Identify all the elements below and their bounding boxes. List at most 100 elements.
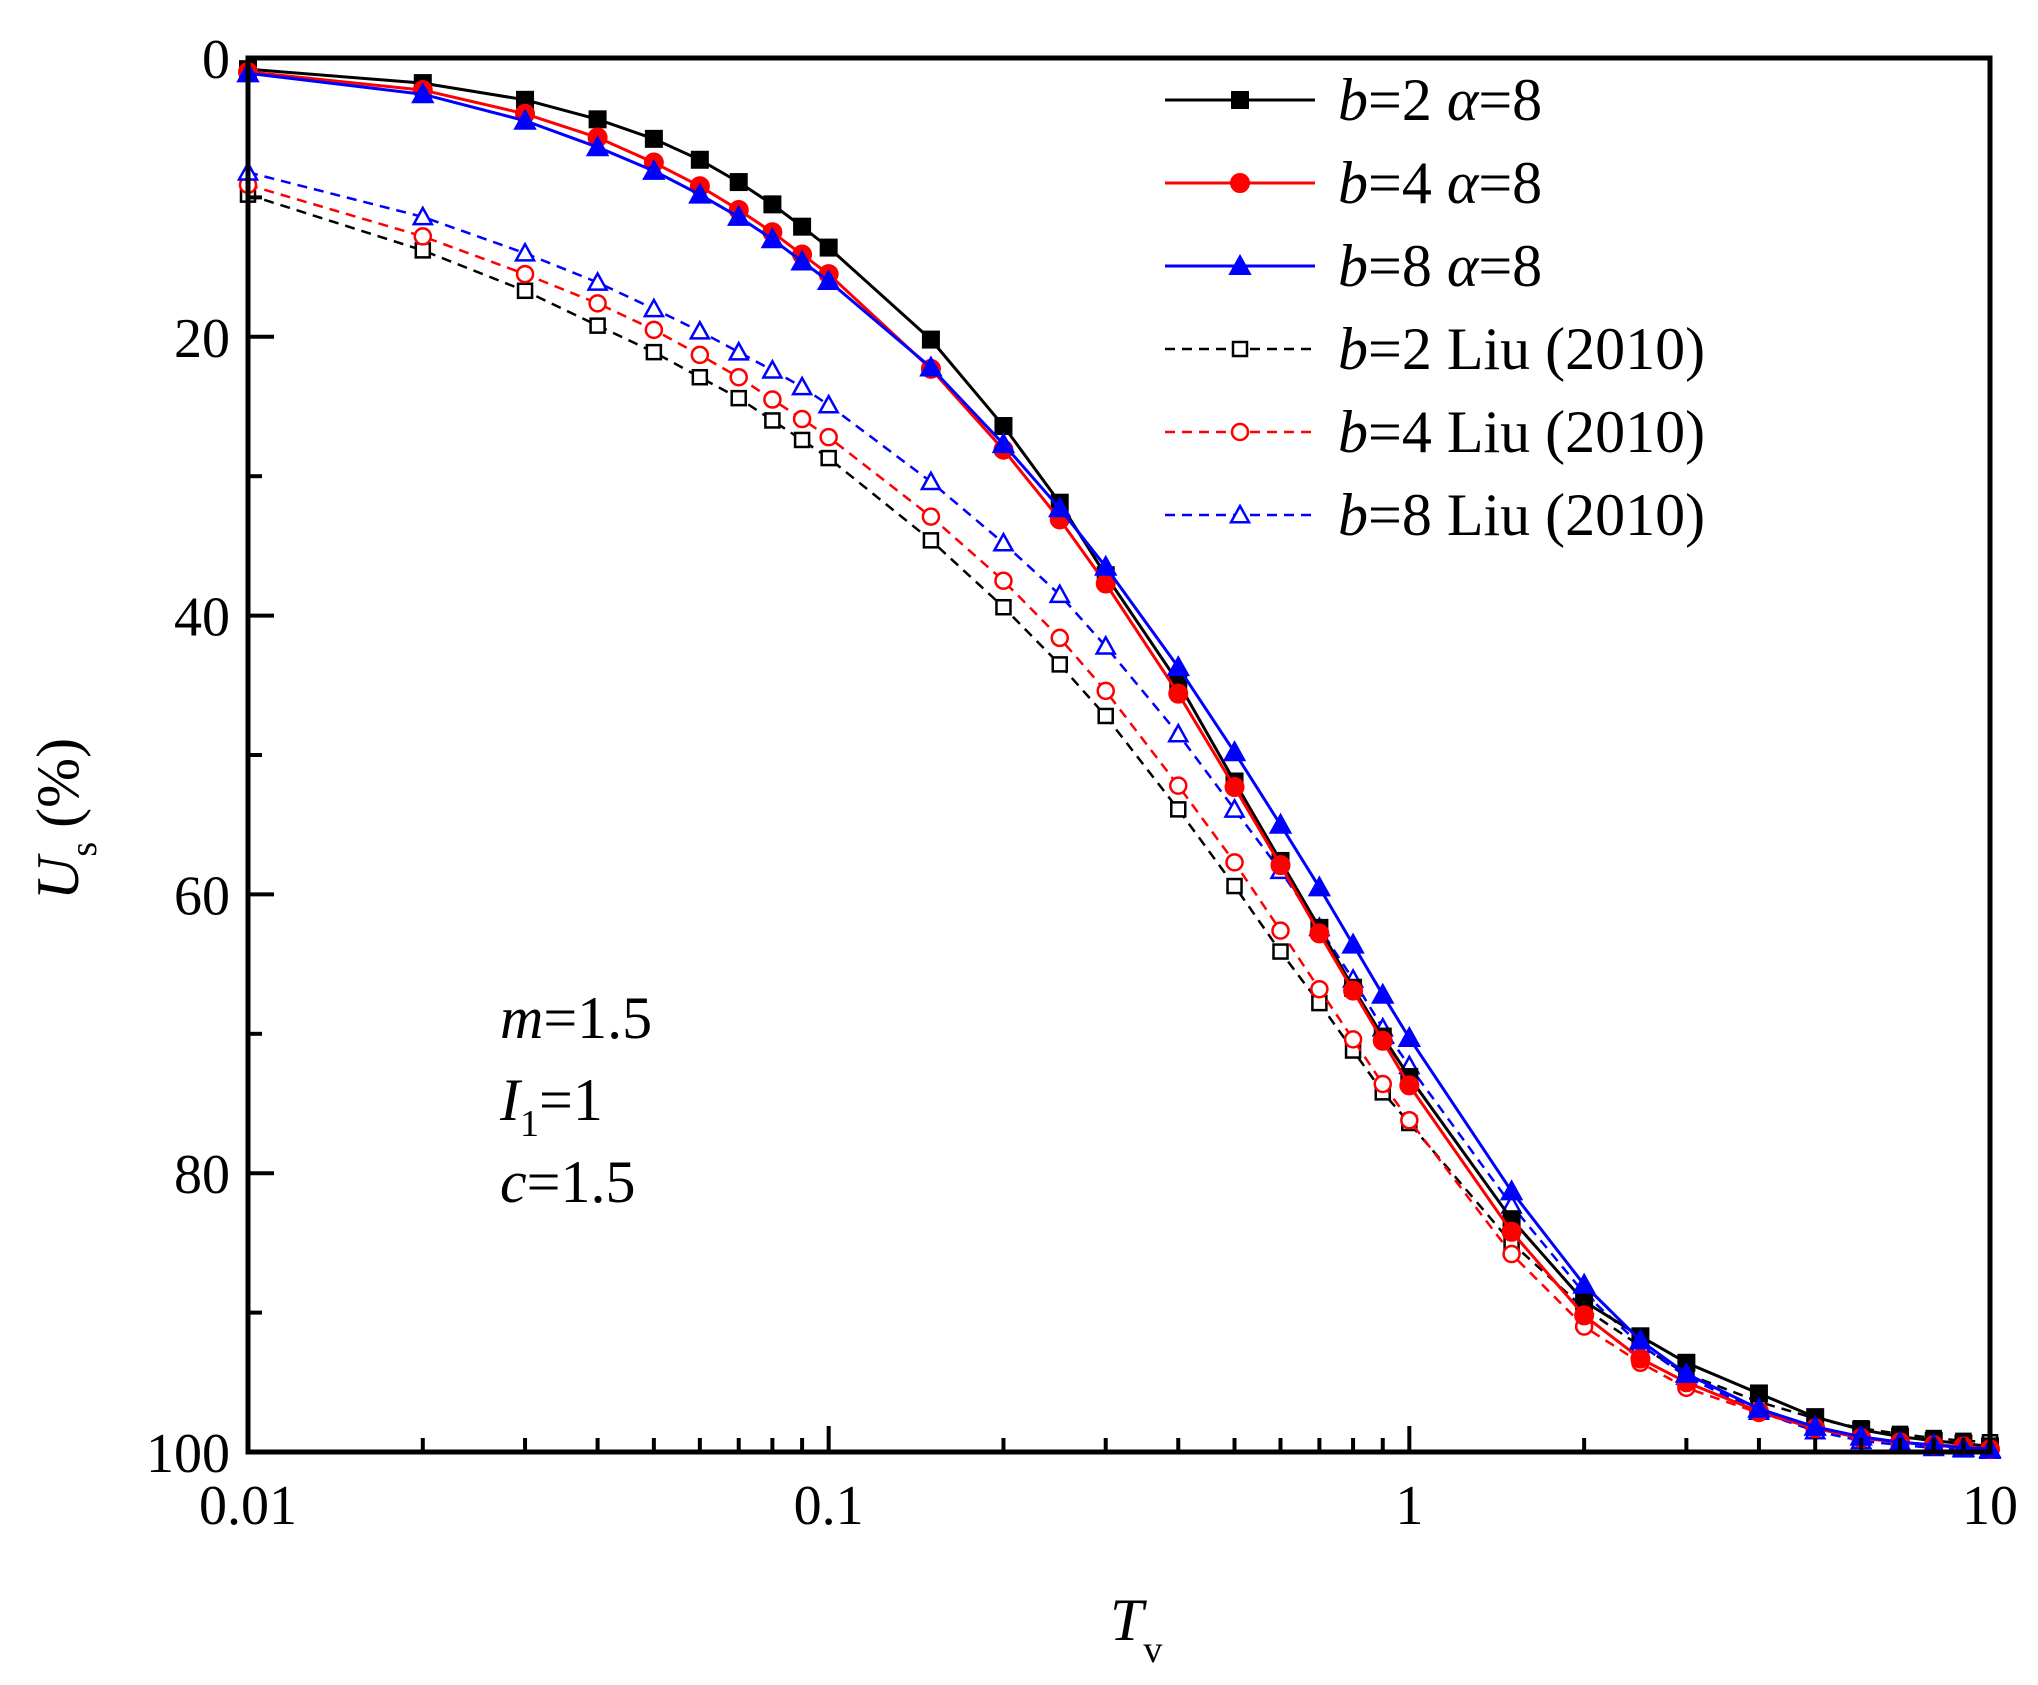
legend-label: b=4 α=8 — [1338, 150, 1542, 216]
data-point — [1400, 1110, 1419, 1130]
data-point — [413, 227, 433, 246]
data-point — [516, 282, 534, 300]
legend-item: b=4 Liu (2010) — [1165, 399, 1705, 465]
series-0 — [239, 60, 1999, 1456]
data-point — [1502, 1244, 1521, 1264]
data-point — [588, 110, 607, 129]
series-line — [247, 70, 1991, 1451]
y-tick-label: 100 — [146, 1423, 230, 1485]
data-point — [994, 417, 1013, 436]
legend-item: b=2 Liu (2010) — [1165, 316, 1705, 382]
x-axis-title: Tv — [1110, 1587, 1162, 1671]
series-group — [236, 60, 2002, 1460]
data-point — [790, 375, 814, 396]
data-point — [513, 241, 537, 262]
y-tick-label: 40 — [174, 587, 230, 649]
legend-label: b=2 α=8 — [1338, 67, 1542, 133]
data-point — [1094, 554, 1118, 576]
y-axis-title-sub: s — [63, 842, 105, 857]
series-1 — [238, 61, 2000, 1460]
data-point — [727, 204, 751, 226]
x-tick-label: 0.1 — [794, 1475, 864, 1537]
data-point — [1167, 722, 1190, 743]
data-point — [1630, 1348, 1651, 1369]
data-point — [730, 389, 747, 407]
data-point — [645, 343, 663, 361]
y-axis-title-main: U — [25, 853, 91, 900]
legend-item: b=8 Liu (2010) — [1165, 482, 1705, 548]
data-point — [921, 330, 940, 349]
data-point — [1343, 1030, 1363, 1049]
data-point — [1574, 1305, 1595, 1326]
x-axis-title-sub: v — [1143, 1629, 1162, 1671]
y-tick-label: 20 — [174, 308, 230, 370]
data-point — [919, 470, 943, 491]
y-axis-title-unit: (%) — [25, 738, 91, 828]
annotation-c: c=1.5 — [500, 1149, 635, 1215]
data-point — [760, 227, 785, 249]
data-point — [642, 297, 665, 318]
data-point — [816, 268, 841, 291]
data-point — [644, 320, 664, 340]
series-3 — [239, 186, 1999, 1451]
data-point — [1501, 1221, 1522, 1242]
series-line — [247, 171, 1991, 1452]
data-point — [1231, 91, 1249, 109]
data-point — [1341, 932, 1365, 954]
data-point — [763, 390, 782, 409]
data-point — [729, 367, 748, 387]
y-tick-label: 80 — [174, 1144, 230, 1206]
data-point — [1803, 1414, 1827, 1436]
data-point — [1628, 1328, 1653, 1350]
legend-item: b=8 α=8 — [1165, 233, 1542, 299]
data-point — [1674, 1361, 1699, 1383]
x-tick-label: 0.01 — [199, 1475, 297, 1537]
legend-item: b=4 α=8 — [1165, 150, 1542, 216]
data-point — [995, 598, 1012, 616]
data-point — [1271, 921, 1290, 940]
data-point — [1397, 1025, 1422, 1047]
data-point — [1373, 1074, 1393, 1094]
data-point — [644, 129, 663, 148]
legend-item: b=2 α=8 — [1165, 67, 1542, 133]
data-point — [790, 249, 814, 271]
data-point — [793, 217, 812, 236]
data-point — [992, 531, 1015, 552]
data-point — [793, 431, 811, 449]
data-point — [1226, 877, 1243, 895]
data-point — [1747, 1396, 1771, 1418]
data-point — [588, 294, 607, 313]
legend-label: b=8 Liu (2010) — [1338, 482, 1705, 548]
data-point — [817, 393, 840, 414]
data-point — [729, 173, 748, 192]
data-point — [1169, 776, 1188, 795]
data-point — [1225, 853, 1244, 872]
data-point — [1572, 1272, 1596, 1294]
data-point — [919, 355, 943, 377]
data-point — [1270, 855, 1291, 876]
x-tick-label: 1 — [1395, 1475, 1423, 1537]
data-point — [513, 108, 537, 130]
series-line — [247, 183, 1991, 1450]
data-point — [585, 135, 610, 157]
data-point — [688, 182, 712, 204]
data-point — [1096, 681, 1115, 701]
data-point — [994, 571, 1013, 590]
data-point — [1309, 923, 1330, 944]
legend-label: b=4 Liu (2010) — [1338, 399, 1705, 465]
data-point — [1372, 1030, 1393, 1051]
x-axis-title-main: T — [1110, 1587, 1147, 1653]
data-point — [690, 345, 710, 365]
data-point — [764, 412, 781, 429]
series-line — [247, 67, 1991, 1448]
data-point — [1097, 707, 1114, 725]
data-point — [820, 449, 837, 467]
data-point — [411, 205, 434, 226]
annotation-I: I1=1 — [499, 1067, 603, 1145]
data-point — [761, 358, 784, 379]
data-point — [921, 507, 941, 526]
data-point — [1051, 656, 1068, 673]
data-point — [1224, 777, 1245, 798]
data-point — [688, 319, 711, 340]
